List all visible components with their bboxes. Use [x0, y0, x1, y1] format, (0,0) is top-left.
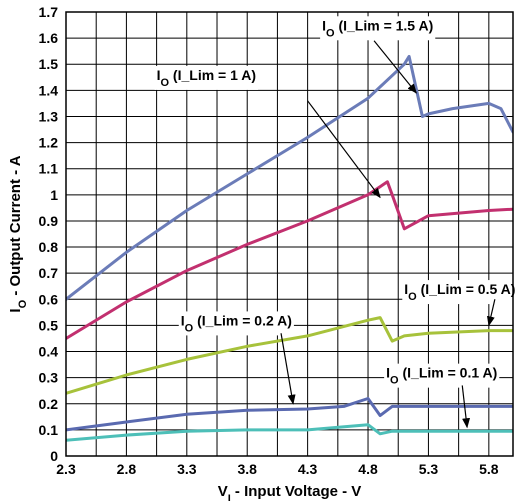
series-line-3	[66, 316, 513, 395]
annotation-label: IO (I_Lim = 1 A)	[157, 67, 256, 89]
x-tick-label: 4.8	[358, 461, 378, 477]
grid	[65, 11, 513, 457]
annotation-background	[320, 16, 436, 41]
x-tick-label: 3.3	[177, 461, 197, 477]
y-tick-label: 1.3	[39, 108, 59, 124]
y-tick-label: 1.1	[39, 161, 59, 177]
y-tick-label: 0.3	[39, 370, 59, 386]
y-tick-label: 0.5	[39, 317, 59, 333]
y-tick-label: 0	[50, 448, 58, 464]
series-line-1	[66, 54, 513, 301]
x-tick-label: 3.8	[237, 461, 257, 477]
y-tick-label: 1.7	[39, 4, 59, 20]
y-axis-title: IO - Output Current - A	[7, 155, 29, 312]
annotation-arrow	[461, 385, 471, 429]
annotation-background	[402, 280, 515, 305]
y-tick-label: 1.6	[39, 30, 59, 46]
x-tick-label: 5.8	[479, 461, 499, 477]
series-annotation: IO (I_Lim = 0.2 A)	[178, 311, 296, 405]
annotation-background	[154, 65, 259, 90]
x-tick-label: 2.8	[117, 461, 137, 477]
series-annotation: IO (I_Lim = 0.1 A)	[384, 363, 500, 429]
annotation-background	[384, 363, 500, 388]
x-tick-label: 4.3	[298, 461, 318, 477]
annotation-background	[178, 311, 294, 336]
y-tick-label: 1	[50, 187, 58, 203]
annotation-label: IO (I_Lim = 0.1 A)	[386, 365, 497, 387]
annotation-arrow	[307, 100, 381, 199]
annotation-arrow	[486, 299, 496, 327]
series-annotation: IO (I_Lim = 1.5 A)	[320, 16, 436, 94]
y-tick-label: 1.4	[39, 82, 59, 98]
series-annotation: IO (I_Lim = 0.5 A)	[402, 280, 515, 327]
y-tick-label: 0.2	[39, 396, 59, 412]
plot-frame	[65, 11, 514, 457]
x-tick-label: 2.3	[56, 461, 76, 477]
y-tick-label: 1.5	[39, 56, 59, 72]
y-tick-label: 0.8	[39, 239, 59, 255]
annotation-label: IO (I_Lim = 0.2 A)	[181, 312, 292, 334]
annotation-label: IO (I_Lim = 1.5 A)	[322, 17, 433, 39]
y-tick-label: 1.2	[39, 135, 59, 151]
y-tick-label: 0.9	[39, 213, 59, 229]
y-tick-label: 0.6	[39, 291, 59, 307]
y-tick-label: 0.1	[39, 422, 59, 438]
x-tick-label: 5.3	[419, 461, 439, 477]
y-tick-label: 0.4	[39, 344, 59, 360]
annotation-arrow	[280, 333, 296, 405]
annotation-arrow	[373, 40, 417, 94]
series-line-5	[66, 423, 513, 442]
y-tick-labels: 0 0.1 0.2 0.3 0.4 0.5 0.6 0.7 0.8 0.9 1 1.1 1.2 1.3 1.…	[39, 4, 59, 464]
x-axis-title: VI - Input Voltage - V	[218, 483, 362, 501]
series-annotations: IO (I_Lim = 1.5 A) IO (I_Lim = 1 A) IO (I_…	[154, 16, 515, 429]
x-tick-labels: 2.3 2.8 3.3 3.8 4.3 4.8 5.3 5.8	[56, 461, 499, 477]
y-tick-label: 0.7	[39, 265, 59, 281]
series-annotation: IO (I_Lim = 1 A)	[154, 65, 381, 199]
annotation-label: IO (I_Lim = 0.5 A)	[404, 281, 515, 303]
series-line-4	[66, 397, 513, 432]
